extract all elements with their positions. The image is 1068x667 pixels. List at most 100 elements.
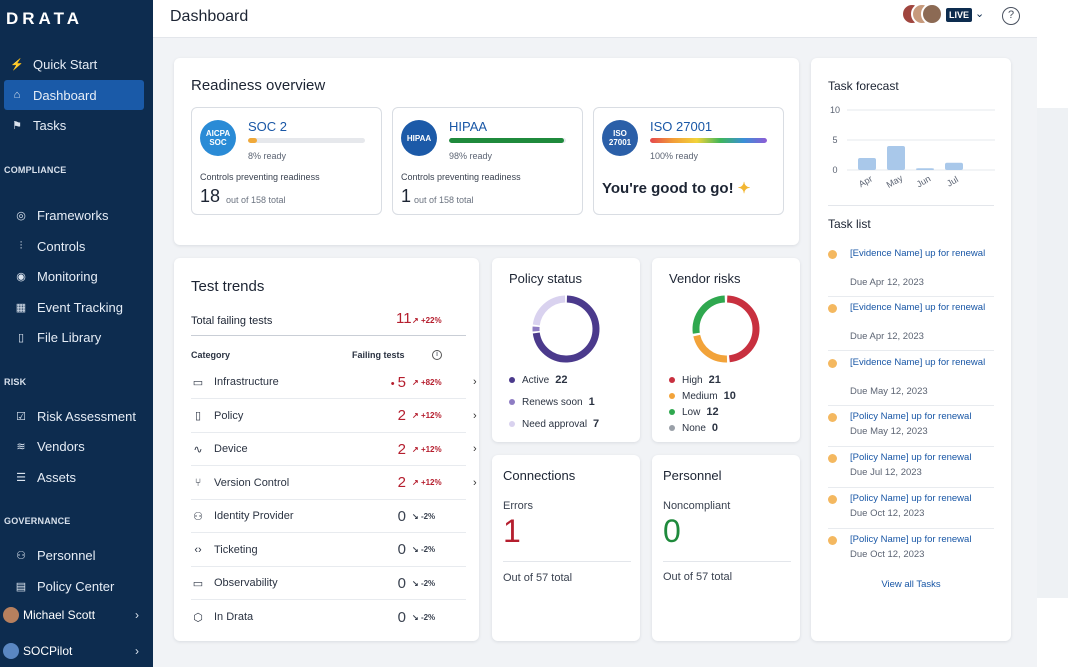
x-tick-label: Jul [945,174,960,188]
chevron-right-icon[interactable]: › [473,409,477,422]
trend-delta: ↗ +82% [412,377,442,387]
checkbox-icon: ☑ [16,410,26,423]
failing-count: 0 [394,575,406,592]
task-item[interactable]: [Policy Name] up for renewal Due Oct 12, … [828,492,994,529]
test-trend-category: Policy [214,409,244,422]
failing-count-value: 0 [397,507,406,525]
task-name-link[interactable]: [Policy Name] up for renewal [850,534,972,545]
avatar [3,607,19,623]
live-users-avatars[interactable] [901,3,945,25]
task-item[interactable]: [Evidence Name] up for renewal Due Apr 12… [828,247,994,297]
sidebar-item-quick-start[interactable]: ⚡ Quick Start [4,49,144,79]
connections-card[interactable]: Connections Errors 1 Out of 57 total [492,455,640,641]
legend-dot-icon [669,377,675,383]
policy-icon [828,495,837,504]
donut-segment-medium [693,334,728,363]
framework-name[interactable]: SOC 2 [248,119,288,134]
test-trends-card: Test trends Total failing tests 11 ↗ +22… [174,258,479,641]
info-icon[interactable]: i [432,350,442,360]
legend-label: Medium [682,390,718,402]
sidebar-item-dashboard[interactable]: ⌂ Dashboard [4,80,144,110]
legend-item[interactable]: Need approval 7 [509,418,599,430]
sidebar-item-policy-center[interactable]: ▤ Policy Center [8,571,148,601]
personnel-card[interactable]: Personnel Noncompliant 0 Out of 57 total [652,455,800,641]
chevron-right-icon: › [135,644,139,658]
sidebar-item-monitoring[interactable]: ◉ Monitoring [8,261,148,291]
failing-count: 2 [394,441,406,458]
task-name-link[interactable]: [Evidence Name] up for renewal [850,302,986,313]
legend-item[interactable]: None 0 [669,422,718,434]
framework-iso27001[interactable]: ISO 27001 ISO 27001 100% ready You're go… [593,107,784,215]
legend-item[interactable]: High 21 [669,374,721,386]
task-name-link[interactable]: [Policy Name] up for renewal [850,493,972,504]
test-trend-row[interactable]: ▯ Policy 2 ↗ +12% › [191,400,477,433]
chevron-right-icon[interactable]: › [473,443,477,455]
legend-label: High [682,374,703,386]
task-name-link[interactable]: [Policy Name] up for renewal [850,411,972,422]
sidebar-item-label: Policy Center [37,578,115,594]
controls-label: Controls preventing readiness [200,172,320,182]
sidebar-item-vendors[interactable]: ≋ Vendors [8,431,148,461]
monitor-icon: ▭ [192,577,204,590]
task-item[interactable]: [Policy Name] up for renewal Due Jul 12, … [828,451,994,488]
server-icon: ▭ [192,376,204,389]
test-trend-row[interactable]: ∿ Device 2 ↗ +12% › [191,433,477,466]
failing-count: 0 [394,609,406,626]
total-failing-delta: ↗ +22% [412,316,442,325]
legend-item[interactable]: Renews soon 1 [509,396,595,408]
column-header-failing: Failing tests [352,350,405,360]
sidebar-item-event-tracking[interactable]: ▦ Event Tracking [8,292,148,322]
divider [828,205,994,206]
sidebar-item-assets[interactable]: ☰ Assets [8,462,148,492]
sidebar-item-controls[interactable]: ⫶ Controls [8,231,148,261]
task-item[interactable]: [Evidence Name] up for renewal Due May 12… [828,356,994,406]
legend-item[interactable]: Medium 10 [669,390,736,402]
sidebar-item-file-library[interactable]: ▯ File Library [8,322,148,352]
card-title: Test trends [191,278,265,295]
legend-item[interactable]: Active 22 [509,374,567,386]
framework-name[interactable]: ISO 27001 [650,119,713,134]
live-badge[interactable]: LIVE [946,8,973,22]
sidebar-item-label: Vendors [37,438,85,454]
total-failing-label: Total failing tests [191,315,273,327]
workspace-menu[interactable]: SOCPilot › [3,639,149,663]
help-icon[interactable]: ? [1002,7,1020,25]
bullet: • [390,377,395,390]
list-icon: ☰ [16,471,26,484]
task-name-link[interactable]: [Policy Name] up for renewal [850,452,972,463]
view-all-tasks-link[interactable]: View all Tasks [881,579,941,590]
policy-icon [828,536,837,545]
sidebar-item-personnel[interactable]: ⚇ Personnel [8,540,148,570]
sidebar-item-label: File Library [37,329,102,345]
test-trend-row[interactable]: ▭ Infrastructure • 5 ↗ +82% › [191,366,477,399]
test-trend-row[interactable]: ⑂ Version Control 2 ↗ +12% › [191,467,477,500]
chevron-right-icon[interactable]: › [473,376,477,388]
sidebar-item-risk-assessment[interactable]: ☑ Risk Assessment [8,401,148,431]
drata-logo[interactable]: DRATA [6,9,83,28]
task-name-link[interactable]: [Evidence Name] up for renewal [850,248,986,259]
legend-item[interactable]: Low 12 [669,406,719,418]
framework-hipaa[interactable]: HIPAA HIPAA 98% ready Controls preventin… [392,107,583,215]
legend-dot-icon [509,377,515,383]
task-item[interactable]: [Policy Name] up for renewal Due May 12, … [828,410,994,447]
sidebar-item-label: Personnel [37,547,96,563]
user-menu[interactable]: Michael Scott › [3,603,149,627]
framework-soc2[interactable]: AICPA SOC SOC 2 8% ready Controls preven… [191,107,382,215]
chevron-down-icon[interactable]: ⌄ [975,8,985,20]
sidebar-item-frameworks[interactable]: ◎ Frameworks [8,200,148,230]
sidebar-item-tasks[interactable]: ⚑ Tasks [4,110,144,140]
failing-count: • 5 [380,374,406,391]
sidebar-item-label: Risk Assessment [37,408,136,424]
legend-label: Renews soon [522,396,583,408]
home-icon: ⌂ [13,89,21,101]
vendor-risks-card: Vendor risks High 21 Medium 10 Low 12 None 0 [652,258,800,442]
code-icon: ‹› [194,543,202,556]
page-title: Dashboard [170,8,249,25]
framework-name[interactable]: HIPAA [449,119,488,134]
chevron-right-icon[interactable]: › [473,476,477,489]
task-name-link[interactable]: [Evidence Name] up for renewal [850,357,986,368]
sidebar-item-label: Assets [37,469,77,485]
task-item[interactable]: [Policy Name] up for renewal Due Oct 12, … [828,533,994,570]
task-item[interactable]: [Evidence Name] up for renewal Due Apr 12… [828,301,994,351]
readiness-percent: 98% ready [449,151,493,161]
